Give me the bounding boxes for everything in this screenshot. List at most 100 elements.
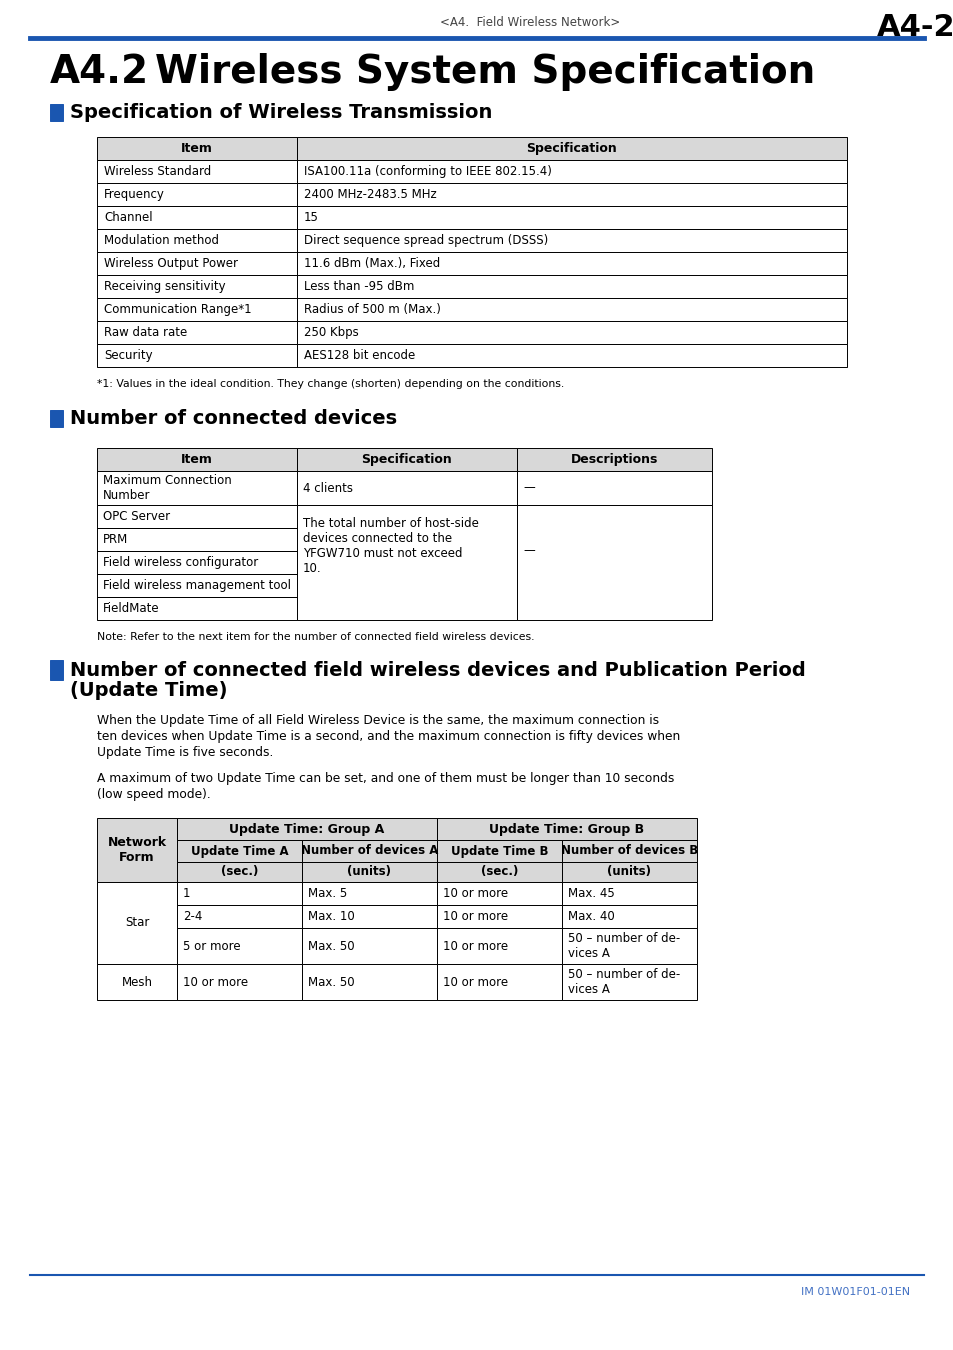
Text: Channel: Channel	[104, 211, 152, 224]
Bar	[296, 275, 846, 298]
Text: Item: Item	[181, 142, 213, 155]
Text: Max. 50: Max. 50	[308, 940, 355, 953]
Text: AES128 bit encode: AES128 bit encode	[304, 350, 415, 362]
Text: Number of devices A: Number of devices A	[300, 845, 437, 857]
Bar	[97, 136, 296, 161]
Text: Update Time B: Update Time B	[450, 845, 548, 857]
Text: Update Time A: Update Time A	[191, 845, 288, 857]
Bar	[50, 410, 63, 427]
Bar	[296, 471, 517, 505]
Text: (units): (units)	[347, 865, 391, 879]
Text: Field wireless configurator: Field wireless configurator	[103, 556, 258, 568]
Text: A maximum of two Update Time can be set, and one of them must be longer than 10 : A maximum of two Update Time can be set,…	[97, 772, 674, 784]
Bar	[50, 660, 63, 680]
Bar	[296, 136, 846, 161]
Bar	[436, 964, 561, 1000]
Text: Raw data rate: Raw data rate	[104, 325, 187, 339]
Bar	[296, 207, 846, 230]
Text: A4.2: A4.2	[50, 53, 149, 90]
Bar	[302, 927, 436, 964]
Bar	[177, 840, 302, 863]
Text: 10 or more: 10 or more	[442, 940, 508, 953]
Text: 250 Kbps: 250 Kbps	[304, 325, 358, 339]
Text: Specification: Specification	[526, 142, 617, 155]
Text: (Update Time): (Update Time)	[70, 680, 227, 699]
Text: 10 or more: 10 or more	[183, 976, 248, 988]
Bar	[296, 298, 846, 321]
Bar	[296, 344, 846, 367]
Bar	[517, 505, 711, 620]
Bar	[97, 528, 296, 551]
Text: *1: Values in the ideal condition. They change (shorten) depending on the condit: *1: Values in the ideal condition. They …	[97, 379, 563, 389]
Text: Receiving sensitivity: Receiving sensitivity	[104, 279, 226, 293]
Text: —: —	[522, 544, 535, 558]
Text: Frequency: Frequency	[104, 188, 165, 201]
Bar	[296, 321, 846, 344]
Text: 4 clients: 4 clients	[303, 482, 353, 494]
Bar	[97, 252, 296, 275]
Bar	[436, 927, 561, 964]
Text: Wireless Output Power: Wireless Output Power	[104, 256, 237, 270]
Bar	[302, 840, 436, 863]
Text: (units): (units)	[607, 865, 651, 879]
Text: Number of devices B: Number of devices B	[560, 845, 698, 857]
Bar	[296, 184, 846, 207]
Bar	[436, 840, 561, 863]
Bar	[97, 448, 296, 471]
Bar	[97, 551, 296, 574]
Text: Max. 10: Max. 10	[308, 910, 355, 923]
Bar	[177, 863, 302, 882]
Bar	[517, 448, 711, 471]
Bar	[296, 252, 846, 275]
Text: Item: Item	[181, 454, 213, 466]
Text: Star: Star	[125, 917, 149, 930]
Bar	[177, 964, 302, 1000]
Text: Number of connected devices: Number of connected devices	[70, 409, 396, 428]
Text: Radius of 500 m (Max.): Radius of 500 m (Max.)	[304, 302, 440, 316]
Text: <A4.  Field Wireless Network>: <A4. Field Wireless Network>	[439, 15, 619, 28]
Bar	[97, 882, 177, 964]
Bar	[436, 863, 561, 882]
Text: A4-2: A4-2	[876, 14, 953, 42]
Text: (sec.): (sec.)	[480, 865, 517, 879]
Bar	[561, 863, 697, 882]
Text: Specification of Wireless Transmission: Specification of Wireless Transmission	[70, 104, 492, 123]
Bar	[436, 882, 561, 905]
Text: Update Time: Group B: Update Time: Group B	[489, 822, 644, 836]
Text: Max. 40: Max. 40	[567, 910, 614, 923]
Text: PRM: PRM	[103, 533, 128, 545]
Text: —: —	[522, 482, 535, 494]
Text: Descriptions: Descriptions	[570, 454, 658, 466]
Text: When the Update Time of all Field Wireless Device is the same, the maximum conne: When the Update Time of all Field Wirele…	[97, 714, 659, 728]
Text: Max. 50: Max. 50	[308, 976, 355, 988]
Bar	[97, 471, 296, 505]
Bar	[302, 904, 436, 927]
Text: Maximum Connection
Number: Maximum Connection Number	[103, 474, 232, 502]
Text: 50 – number of de-
vices A: 50 – number of de- vices A	[567, 931, 679, 960]
Text: Max. 45: Max. 45	[567, 887, 614, 900]
Text: ISA100.11a (conforming to IEEE 802.15.4): ISA100.11a (conforming to IEEE 802.15.4)	[304, 165, 551, 178]
Text: Number of connected field wireless devices and Publication Period: Number of connected field wireless devic…	[70, 660, 805, 679]
Bar	[561, 840, 697, 863]
Bar	[177, 927, 302, 964]
Text: ten devices when Update Time is a second, and the maximum connection is fifty de: ten devices when Update Time is a second…	[97, 730, 679, 742]
Text: OPC Server: OPC Server	[103, 510, 170, 522]
Bar	[97, 597, 296, 620]
Bar	[177, 904, 302, 927]
Bar	[296, 505, 517, 620]
Bar	[517, 471, 711, 505]
Bar	[302, 882, 436, 905]
Bar	[436, 818, 697, 840]
Bar	[97, 505, 296, 528]
Text: 10 or more: 10 or more	[442, 910, 508, 923]
Text: Max. 5: Max. 5	[308, 887, 347, 900]
Text: Wireless Standard: Wireless Standard	[104, 165, 211, 178]
Bar	[177, 818, 436, 840]
Text: The total number of host-side
devices connected to the
YFGW710 must not exceed
1: The total number of host-side devices co…	[303, 517, 478, 575]
Bar	[97, 275, 296, 298]
Text: FieldMate: FieldMate	[103, 602, 159, 616]
Bar	[97, 230, 296, 252]
Bar	[97, 298, 296, 321]
Bar	[296, 161, 846, 184]
Bar	[97, 818, 177, 882]
